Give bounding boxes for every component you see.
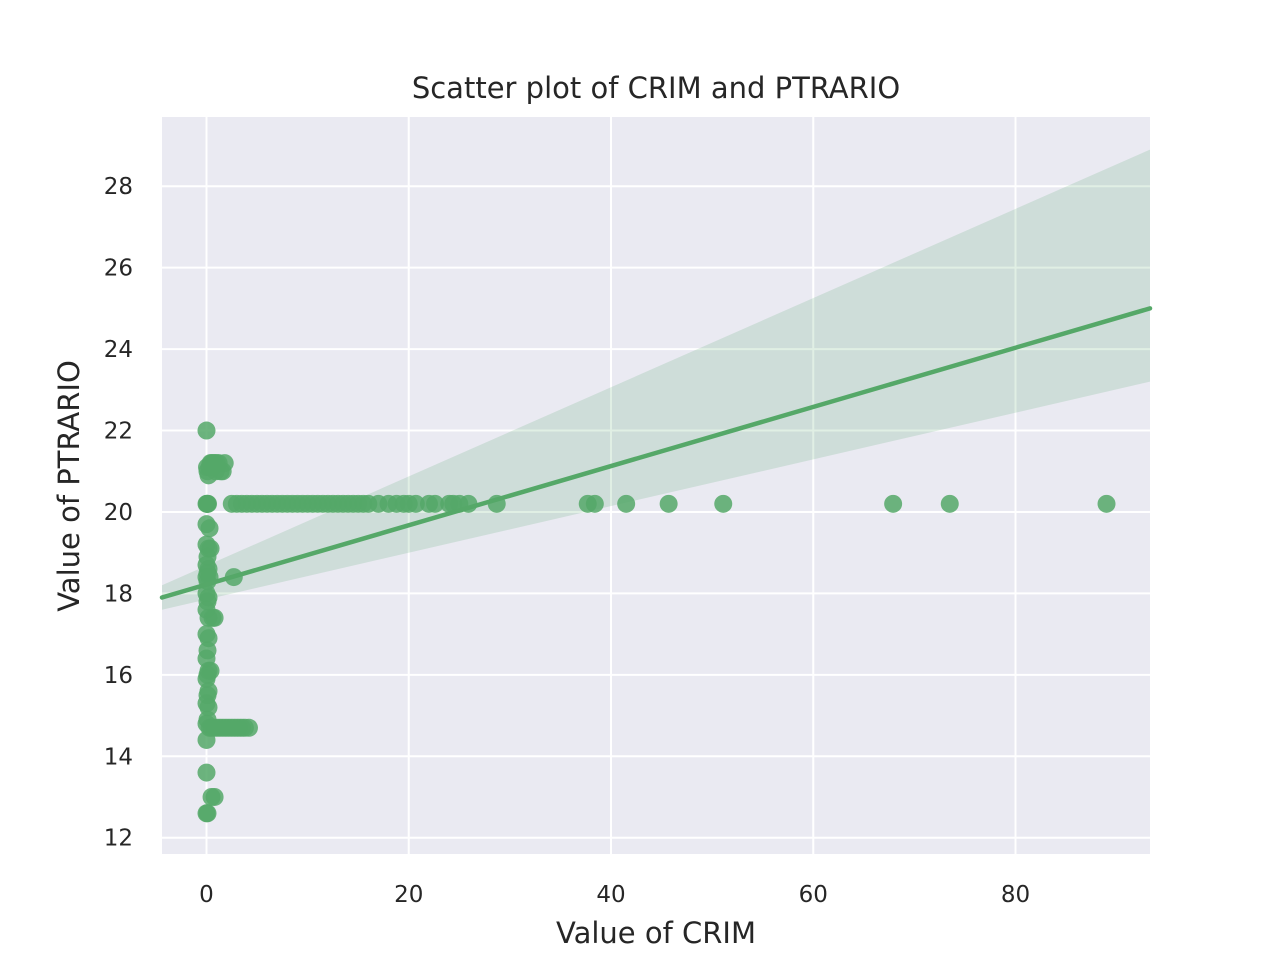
data-point [205,787,224,806]
x-tick-label: 40 [596,882,625,908]
data-point [617,494,636,513]
data-point [197,763,216,782]
data-point [200,519,219,538]
y-tick-label: 28 [104,174,133,200]
regression-line [159,306,1153,600]
data-point [1097,494,1116,513]
x-tick-label: 20 [394,882,423,908]
x-axis-title: Value of CRIM [556,916,756,950]
data-point [585,494,604,513]
y-axis-ticks: 12 14 16 18 20 22 24 26 28 [104,174,133,851]
y-tick-label: 26 [104,256,133,282]
x-tick-label: 80 [1001,882,1030,908]
confidence-band-area [162,149,1150,610]
y-axis-title: Value of PTRARIO [52,360,86,612]
data-point [239,718,258,737]
data-point [714,494,733,513]
data-point [215,454,234,473]
y-tick-label: 20 [104,500,133,526]
grid-lines [162,117,1150,854]
data-point [205,608,224,627]
data-point [406,494,425,513]
data-point [199,494,218,513]
y-tick-label: 18 [104,581,133,607]
data-point [197,730,216,749]
plot-area [162,117,1150,854]
confidence-band [162,149,1150,610]
y-tick-label: 12 [104,826,133,852]
y-tick-label: 14 [104,744,133,770]
regression-line-group [159,306,1153,600]
data-points [197,421,1116,823]
data-point [940,494,959,513]
y-tick-label: 24 [104,337,133,363]
data-point [197,421,216,440]
data-point [884,494,903,513]
data-point [198,804,217,823]
x-tick-label: 0 [199,882,214,908]
data-point [659,494,678,513]
x-tick-label: 60 [799,882,828,908]
y-tick-label: 22 [104,419,133,445]
y-tick-label: 16 [104,663,133,689]
x-axis-ticks: 0 20 40 60 80 [199,882,1030,908]
chart-title: Scatter plot of CRIM and PTRARIO [412,71,900,105]
data-point [426,494,445,513]
